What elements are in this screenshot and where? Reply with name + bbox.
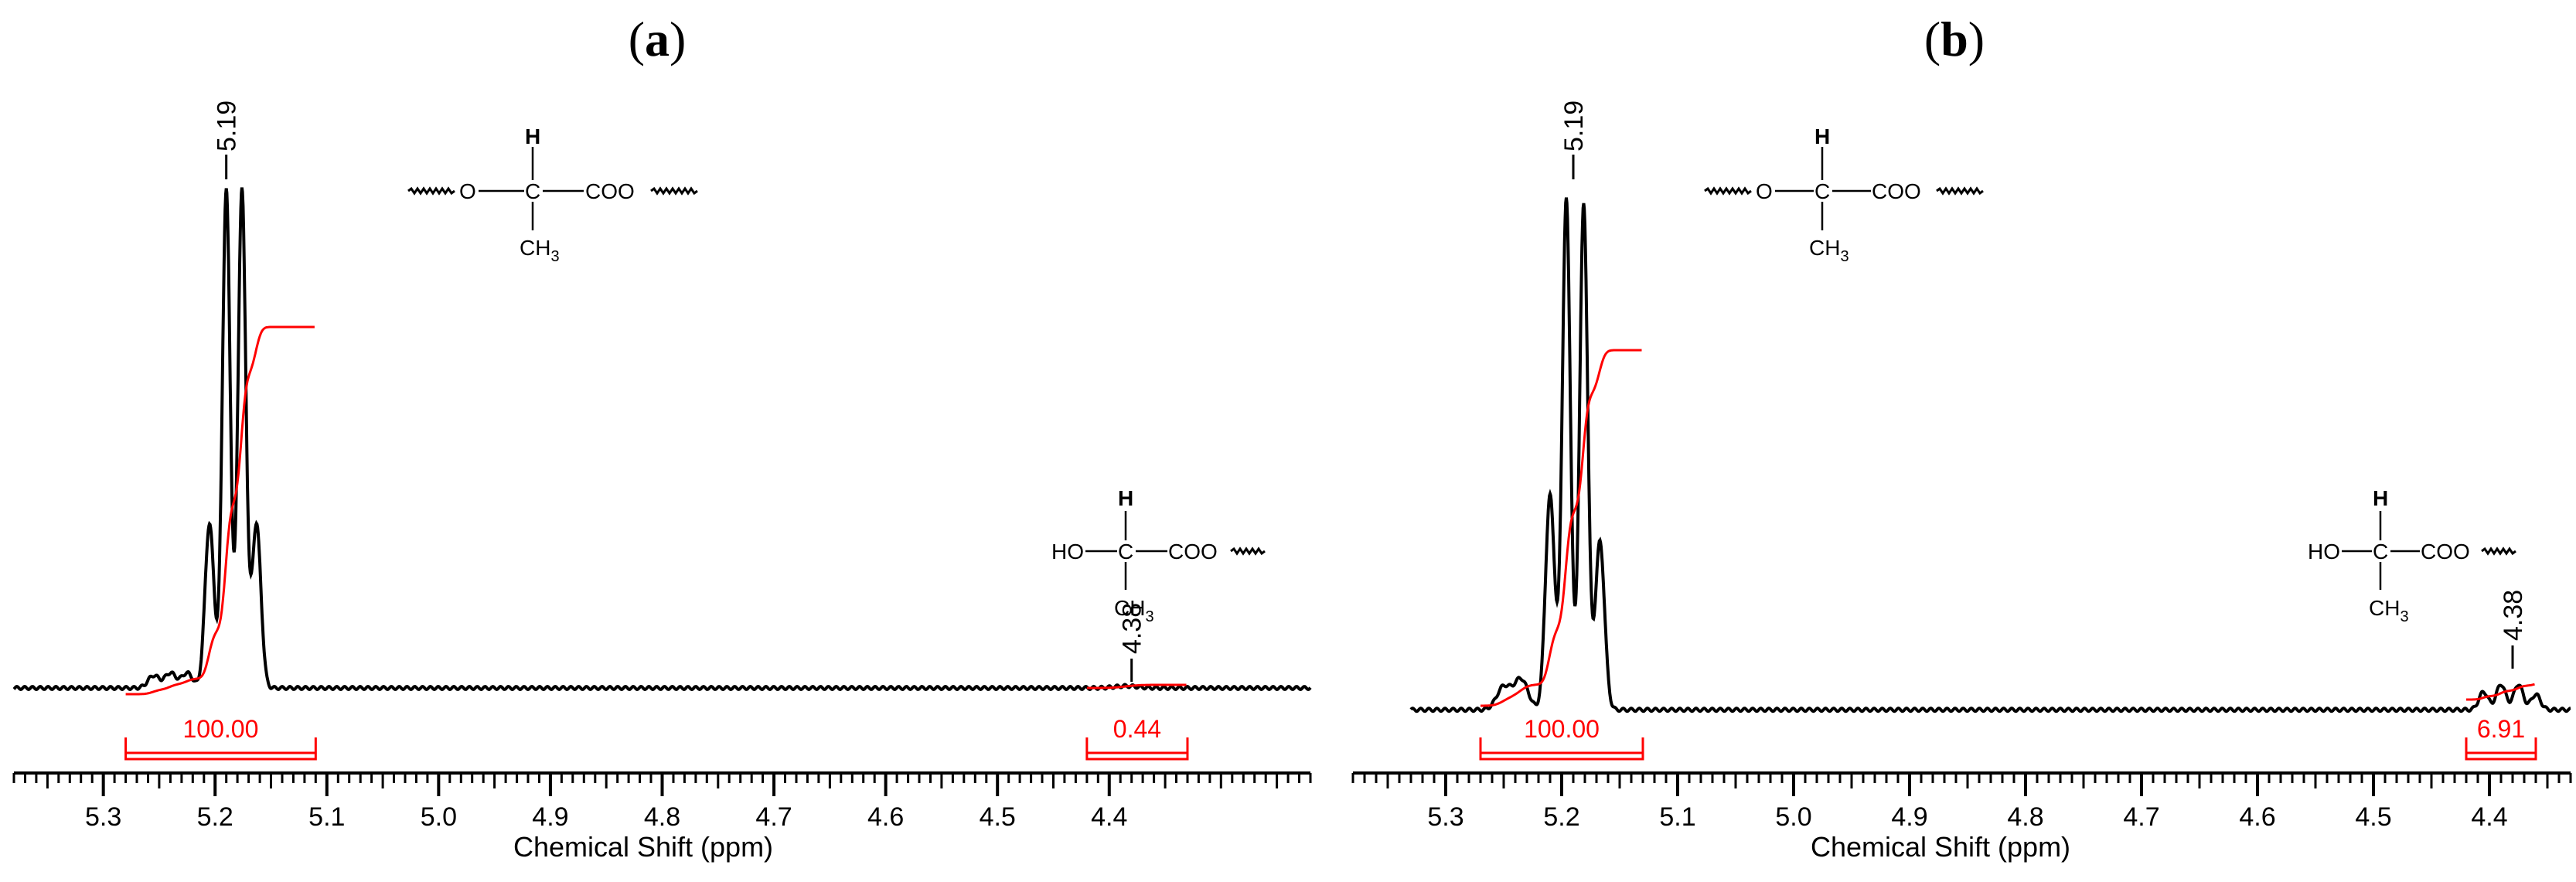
panel-b-x-axis-label: Chemical Shift (ppm): [1811, 831, 2070, 863]
svg-text:H: H: [525, 124, 540, 148]
panel-a-tick-label: 4.6: [867, 802, 904, 832]
panel-b-tick-label: 5.0: [1775, 802, 1811, 832]
panel-b-peak-label-2: 4.38: [2499, 590, 2528, 669]
svg-text:H: H: [1814, 124, 1830, 148]
svg-text:COO: COO: [1872, 179, 1921, 203]
svg-text:CH3: CH3: [2369, 596, 2409, 625]
panel-b-structure-end: HO C H COO CH3: [2308, 486, 2516, 625]
panel-b-tick-label: 4.9: [1891, 802, 1927, 832]
svg-text:H: H: [2373, 486, 2388, 510]
svg-text:COO: COO: [2421, 540, 2470, 564]
panel-a-peak-label-1-text: 5.19: [213, 100, 242, 152]
panel-b-tick-label: 4.5: [2355, 802, 2391, 832]
panel-a-peak-label-1: 5.19: [213, 100, 242, 179]
panel-a-structure-main: O C H COO CH3: [407, 124, 698, 265]
panel-a-tick-label: 5.2: [197, 802, 233, 832]
panel-b-minor-ticks: [1351, 773, 2572, 788]
svg-text:CH3: CH3: [1809, 236, 1849, 265]
panel-a-peak-label-2-text: 4.38: [1118, 603, 1147, 654]
panel-b-integral-bracket-2: 6.91: [2465, 715, 2537, 761]
panel-b-label: (b): [1924, 12, 1985, 66]
panel-a-tick-label: 4.7: [755, 802, 792, 832]
svg-text:HO: HO: [1051, 540, 1084, 564]
panel-a-integral-value-2: 0.44: [1113, 715, 1161, 743]
panel-a-tick-label: 5.0: [421, 802, 457, 832]
panel-b-integral-curve-2: [2466, 683, 2535, 701]
panel-a-tick-label: 5.3: [85, 802, 121, 832]
svg-text:C: C: [2373, 540, 2388, 564]
panel-b-integral-curve-1: [1481, 349, 1642, 707]
panel-a-integral-value-1: 100.00: [183, 715, 259, 743]
panel-a-tick-label: 5.1: [308, 802, 345, 832]
panel-a-tick-label: 4.4: [1091, 802, 1127, 832]
panel-b-tick-label: 4.8: [2007, 802, 2043, 832]
panel-b-integral-bracket-1: 100.00: [1479, 715, 1644, 761]
svg-text:O: O: [459, 179, 476, 203]
panel-b-peak-label-2-text: 4.38: [2499, 590, 2528, 641]
svg-text:CH3: CH3: [520, 236, 560, 265]
panel-a-x-axis: 5.3 5.2 5.1 5.0 4.9 4.8 4.7 4.6 4.5 4.4: [12, 771, 1312, 832]
panel-a-tick-label: 4.9: [532, 802, 568, 832]
panel-b-tick-label: 4.7: [2123, 802, 2159, 832]
panel-b-spectrum-line: [1409, 197, 2571, 713]
svg-text:C: C: [1814, 179, 1830, 203]
svg-text:H: H: [1118, 486, 1133, 510]
panel-b-peak-label-1-text: 5.19: [1559, 100, 1589, 152]
panel-b-tick-label: 4.6: [2239, 802, 2275, 832]
panel-b: (b) 100.00 6.91 5.19 4.38 5.3 5.2 5.1 5.0 4.…: [1351, 12, 2572, 863]
svg-text:COO: COO: [1168, 540, 1218, 564]
panel-a: (a) 100.00 0.44 5.19 4.38 5.3 5.2 5.1 5.0 4.…: [12, 12, 1312, 863]
panel-b-integral-value-2: 6.91: [2477, 715, 2525, 743]
svg-text:O: O: [1756, 179, 1773, 203]
panel-a-integral-curve-2: [1086, 683, 1187, 690]
panel-a-tick-label: 4.8: [644, 802, 680, 832]
panel-a-peak-label-2: 4.38: [1118, 603, 1147, 682]
panel-b-structure-main: O C H COO CH3: [1704, 124, 1984, 265]
panel-b-integral-value-1: 100.00: [1524, 715, 1600, 743]
panel-b-tick-label: 5.2: [1543, 802, 1579, 832]
panel-a-tick-label: 4.5: [980, 802, 1016, 832]
panel-a-integral-curve-1: [125, 325, 315, 696]
panel-b-tick-label: 5.1: [1659, 802, 1695, 832]
panel-b-tick-label: 5.3: [1427, 802, 1463, 832]
panel-a-x-axis-label: Chemical Shift (ppm): [513, 831, 773, 863]
svg-text:COO: COO: [585, 179, 635, 203]
panel-a-structure-end: HO C H COO CH3: [1051, 486, 1266, 625]
panel-a-integral-bracket-2: 0.44: [1085, 715, 1189, 761]
svg-text:C: C: [1118, 540, 1133, 564]
svg-text:C: C: [525, 179, 540, 203]
panel-b-peak-label-1: 5.19: [1559, 100, 1589, 179]
panel-a-integral-bracket-1: 100.00: [124, 715, 317, 761]
panel-b-x-axis: 5.3 5.2 5.1 5.0 4.9 4.8 4.7 4.6 4.5 4.4: [1351, 771, 2572, 832]
panel-b-tick-label: 4.4: [2471, 802, 2507, 832]
panel-a-spectrum-line: [12, 187, 1312, 691]
panel-a-label: (a): [629, 12, 687, 66]
svg-text:CH3: CH3: [1114, 596, 1154, 625]
svg-text:HO: HO: [2308, 540, 2340, 564]
